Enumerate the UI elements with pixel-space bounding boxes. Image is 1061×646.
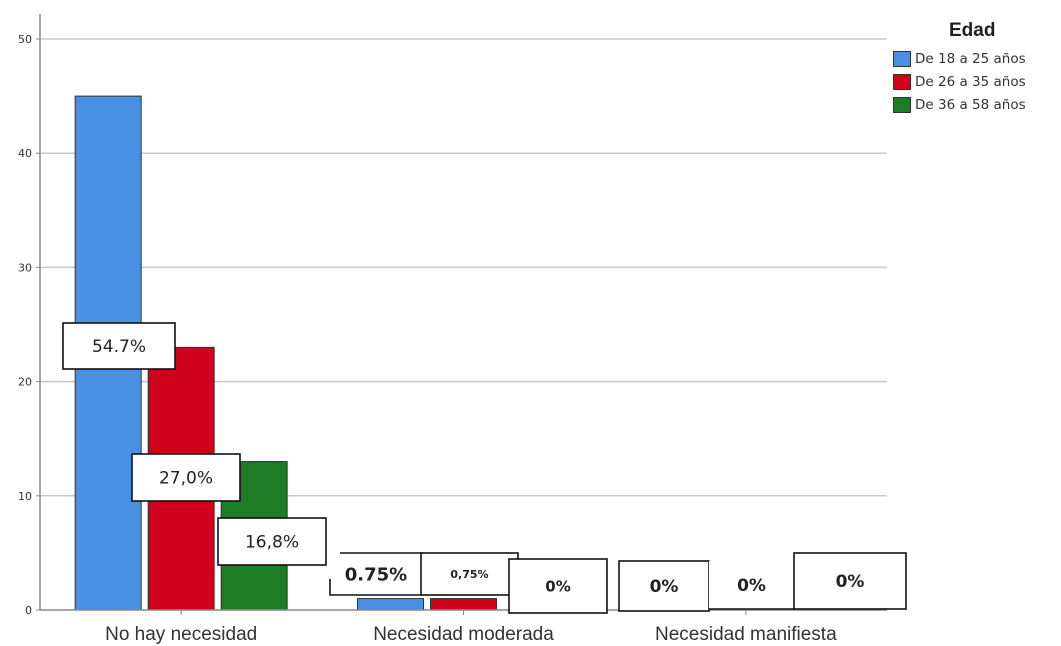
annotation-border bbox=[793, 552, 907, 610]
annotation-box: 0% bbox=[618, 560, 710, 612]
y-tick-label: 10 bbox=[18, 490, 32, 503]
bar bbox=[357, 598, 424, 611]
legend-item: De 26 a 35 años bbox=[893, 71, 1058, 92]
annotation-label: 16,8% bbox=[245, 533, 299, 553]
annotation-label: 27,0% bbox=[159, 469, 213, 489]
annotation-label: 0.75% bbox=[345, 564, 407, 585]
axes: 0 10 20 30 40 50 No hay necesidad Necesidad mod… bbox=[18, 14, 887, 645]
annotation-box: 27,0% bbox=[131, 453, 241, 502]
annotation-box: 54.7% bbox=[62, 322, 176, 370]
annotation-border bbox=[709, 561, 794, 609]
annotation-box: 0.75% bbox=[329, 552, 423, 596]
y-tick-label: 40 bbox=[18, 147, 32, 160]
annotation-label: 54.7% bbox=[92, 337, 146, 357]
annotation-border bbox=[62, 322, 176, 370]
legend-item: De 18 a 25 años bbox=[893, 48, 1058, 69]
x-tick-label: Necesidad moderada bbox=[373, 624, 554, 645]
legend-swatch bbox=[893, 73, 911, 90]
x-tick-label: No hay necesidad bbox=[105, 624, 257, 645]
annotation-box: 0% bbox=[709, 561, 794, 610]
legend-items: De 18 a 25 años De 26 a 35 años De 36 a 58… bbox=[893, 48, 1058, 115]
annotations: 54.7% 27,0% 16,8% 0.75% 0,75% 0% 0% 0% 0% bbox=[62, 322, 907, 614]
annotation-label: 0% bbox=[650, 577, 679, 597]
legend-swatch bbox=[893, 96, 911, 113]
annotation-label: 0% bbox=[737, 576, 766, 596]
x-tick-label: Necesidad manifiesta bbox=[655, 624, 837, 645]
legend-swatch bbox=[893, 50, 911, 67]
annotation-box: 16,8% bbox=[217, 517, 327, 566]
legend-label: De 26 a 35 años bbox=[915, 73, 1026, 90]
y-tick-label: 20 bbox=[18, 376, 32, 389]
bar bbox=[430, 598, 497, 611]
annotation-border bbox=[217, 517, 327, 566]
legend-item: De 36 a 58 años bbox=[893, 94, 1058, 115]
annotation-label: 0,75% bbox=[450, 568, 488, 581]
annotation-border bbox=[420, 552, 519, 596]
y-tick-label: 30 bbox=[18, 261, 32, 274]
annotation-border bbox=[508, 558, 608, 614]
annotation-box: 0,75% bbox=[420, 552, 519, 596]
annotation-border bbox=[618, 560, 710, 612]
legend-title: Edad bbox=[949, 20, 996, 41]
legend-label: De 18 a 25 años bbox=[915, 50, 1026, 67]
annotation-label: 0% bbox=[836, 572, 865, 592]
y-tick-label: 50 bbox=[18, 33, 32, 46]
y-tick-label: 0 bbox=[25, 604, 32, 617]
annotation-box: 0% bbox=[793, 552, 907, 610]
annotation-box: 0% bbox=[508, 558, 608, 614]
legend-label: De 36 a 58 años bbox=[915, 96, 1026, 113]
legend: Edad De 18 a 25 años De 26 a 35 años De 36… bbox=[893, 20, 1058, 115]
annotation-label: 0% bbox=[545, 577, 570, 595]
annotation-border bbox=[131, 453, 241, 502]
